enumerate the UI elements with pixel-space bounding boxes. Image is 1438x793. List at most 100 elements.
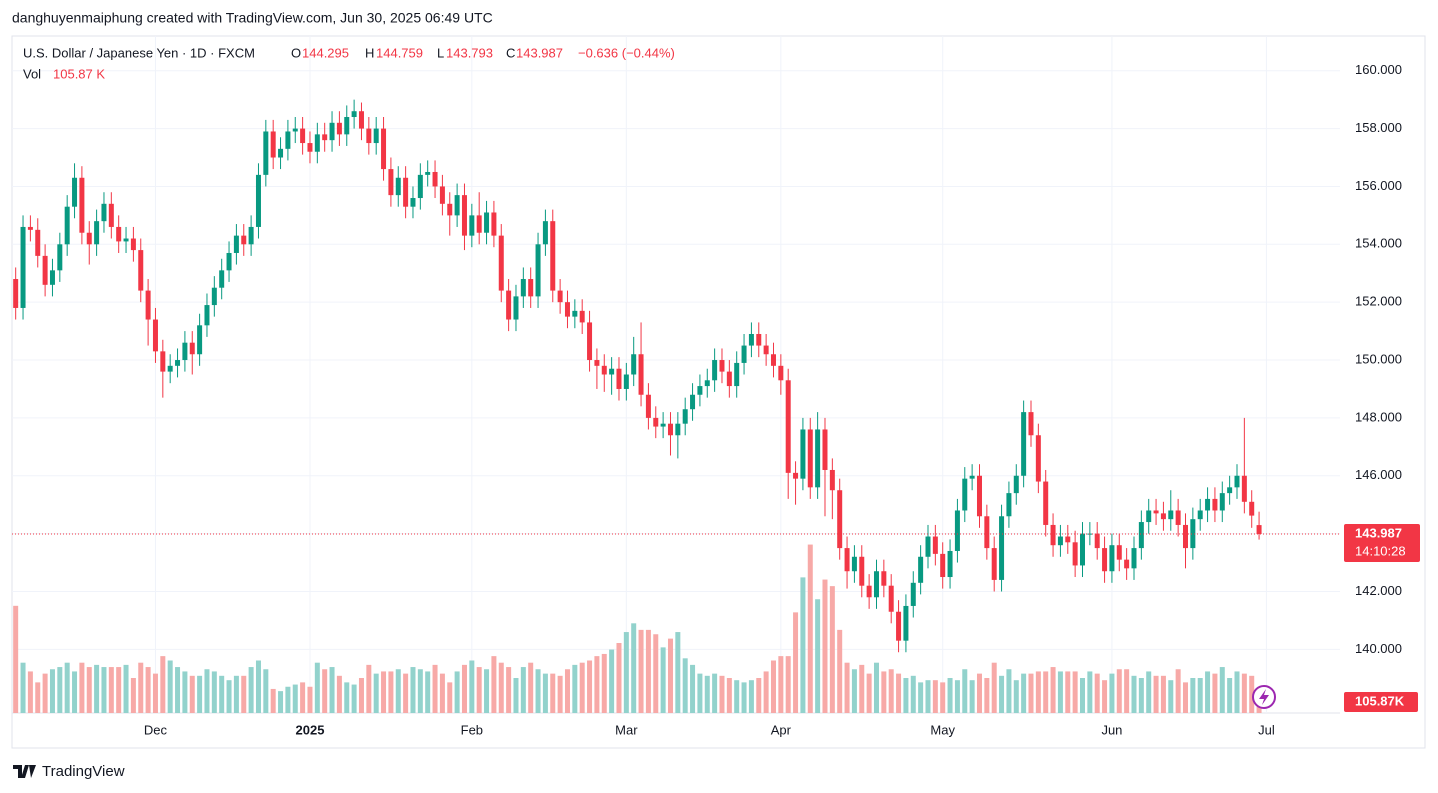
volume-bar [108,667,114,713]
volume-bar [954,680,960,713]
volume-bar [1109,673,1115,713]
candle-body [609,368,615,375]
volume-bar [248,667,254,713]
volume-bar [138,662,144,713]
volume-bar [57,667,63,713]
volume-bar [13,605,19,713]
volume-bar [535,669,541,713]
candle-body [358,111,364,129]
volume-bar [388,671,394,713]
x-tick-label: Mar [615,722,638,737]
volume-bar [859,664,865,713]
candle-body [182,342,188,361]
volume-bar [962,669,968,713]
brand-logo: TradingView [13,763,125,780]
brand-name: TradingView [42,763,125,780]
candle-body [550,221,556,291]
volume-bar [358,678,364,713]
candle-body [918,556,924,583]
candle-body [947,550,953,578]
volume-bar [314,662,320,713]
candle-body [976,475,982,517]
volume-bar [807,544,813,713]
candle-body [925,536,931,557]
candle-body [381,128,387,170]
candle-body [248,226,254,245]
volume-bar [851,669,857,713]
candle-body [344,117,350,135]
candle-body [542,221,548,245]
volume-bar [829,586,835,713]
volume-bar [601,653,607,713]
candle-body [712,360,718,381]
volume-bar [999,675,1005,713]
candle-body [1182,524,1188,549]
candle-body [64,206,70,245]
candle-body [1249,501,1255,516]
chart-frame [11,35,1426,749]
candle-body [79,177,85,233]
attribution: danghuyenmaiphung created with TradingVi… [12,10,493,26]
candle-body [204,305,210,326]
volume-bar [1212,673,1218,713]
candle-body [594,360,600,366]
volume-bar [175,667,181,713]
change-value: −0.636 (−0.44%) [578,45,675,60]
volume-bar [145,667,151,713]
volume-bar [403,673,409,713]
badge-countdown: 14:10:28 [1355,543,1406,558]
candle-body [690,394,696,410]
candle-body [454,195,460,216]
volume-bar [1102,680,1108,713]
candle-body [704,380,710,387]
candle-body [491,212,497,236]
volume-bar [1249,675,1255,713]
high-value: 144.759 [376,45,423,60]
volume-bar [1197,678,1203,713]
y-tick-label: 146.000 [1355,467,1402,482]
candle-body [969,475,975,479]
candle-body [255,174,261,227]
candle-body [403,177,409,207]
open-value: 144.295 [302,45,349,60]
candle-body [1175,510,1181,525]
candle-body [991,548,997,580]
lightning-icon[interactable] [1252,685,1276,709]
candle-body [484,212,490,233]
volume-bar [101,667,107,713]
candle-body [793,472,799,479]
candle-body [866,585,872,598]
candle-body [962,478,968,511]
candle-body [410,198,416,207]
candle-body [1035,435,1041,482]
candle-body [49,270,55,285]
volume-bar [770,660,776,713]
candle-body [461,195,467,236]
candle-body [667,423,673,436]
volume-bar [579,662,585,713]
candle-body [1065,536,1071,543]
y-tick-label: 156.000 [1355,178,1402,193]
candle-body [35,229,41,256]
candle-body [439,186,445,204]
candle-body [910,582,916,606]
volume-bar [329,667,335,713]
candle-body [241,235,247,245]
volume-bar [969,680,975,713]
volume-bar [550,673,556,713]
candle-body [1153,510,1159,514]
candle-body [896,611,902,641]
candle-body [579,310,585,323]
candle-body [130,238,136,251]
volume-bar [1072,671,1078,713]
badge-price: 143.987 [1355,525,1402,540]
candle-body [1094,533,1100,549]
candle-body [498,235,504,291]
volume-bar [660,647,666,713]
candle-body [616,368,622,389]
candle-body [881,571,887,586]
candle-body [506,290,512,320]
candle-body [1124,559,1130,569]
volume-bar [351,684,357,713]
volume-bar [432,664,438,713]
